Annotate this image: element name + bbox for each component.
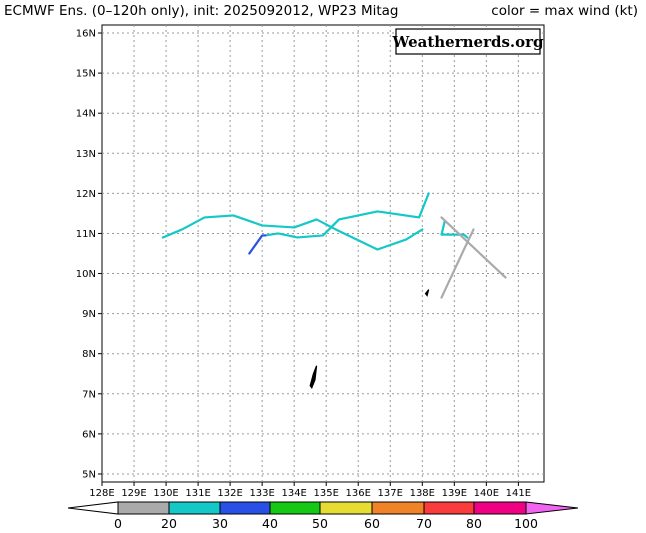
lon-tick-label: 140E bbox=[474, 488, 499, 499]
lon-axis: 128E 129E 130E 131E 132E 133E 134E 135E 136E 137E… bbox=[89, 482, 531, 499]
map-frame bbox=[101, 24, 545, 483]
track-line bbox=[264, 192, 430, 239]
colorbar-segment bbox=[117, 501, 170, 515]
lon-tick-label: 134E bbox=[281, 488, 306, 499]
lon-tick-label: 141E bbox=[506, 488, 531, 499]
lon-tick-label: 137E bbox=[378, 488, 403, 499]
track-line bbox=[440, 228, 475, 299]
watermark-box: Weathernerds.org bbox=[391, 28, 544, 55]
lat-tick-label: 12N bbox=[76, 189, 96, 200]
lat-tick-label: 13N bbox=[76, 149, 96, 160]
colorbar-segment bbox=[371, 501, 425, 515]
track-line bbox=[248, 234, 267, 255]
colorbar-segment bbox=[269, 501, 321, 515]
colorbar-label: 70 bbox=[416, 516, 432, 531]
colorbar-segment bbox=[319, 501, 373, 515]
lon-tick-label: 132E bbox=[217, 488, 242, 499]
colorbar-segment bbox=[67, 501, 119, 515]
lon-tick-label: 133E bbox=[249, 488, 274, 499]
lon-tick-label: 130E bbox=[153, 488, 178, 499]
lon-tick-label: 138E bbox=[410, 488, 435, 499]
ensemble-tracks bbox=[161, 192, 507, 299]
lon-tick-label: 129E bbox=[121, 488, 146, 499]
track-line bbox=[440, 220, 469, 239]
track-line bbox=[161, 214, 424, 251]
lon-tick-label: 135E bbox=[313, 488, 338, 499]
lat-tick-label: 14N bbox=[76, 109, 96, 120]
lat-tick-label: 6N bbox=[82, 429, 96, 440]
island bbox=[424, 289, 430, 297]
colorbar-label: 20 bbox=[161, 516, 177, 531]
colorbar-label: 0 bbox=[114, 516, 122, 531]
colorbar-segment bbox=[219, 501, 271, 515]
colorbar-label: 40 bbox=[262, 516, 278, 531]
lon-tick-label: 139E bbox=[442, 488, 467, 499]
colorbar-segment bbox=[168, 501, 221, 515]
colorbar: 0 20 30 40 50 60 70 80 100 bbox=[67, 501, 579, 531]
lat-tick-label: 16N bbox=[76, 29, 96, 40]
lon-tick-label: 131E bbox=[185, 488, 210, 499]
lat-tick-label: 5N bbox=[82, 469, 96, 480]
colorbar-label: 60 bbox=[364, 516, 380, 531]
lat-tick-label: 7N bbox=[82, 389, 96, 400]
islands bbox=[309, 289, 430, 389]
chart-title: ECMWF Ens. (0–120h only), init: 20250920… bbox=[4, 3, 399, 19]
colorbar-label: 30 bbox=[212, 516, 228, 531]
colorbar-segment bbox=[423, 501, 475, 515]
lat-tick-label: 15N bbox=[76, 69, 96, 80]
colorbar-label: 50 bbox=[312, 516, 328, 531]
lat-tick-label: 8N bbox=[82, 349, 96, 360]
watermark-text: Weathernerds.org bbox=[391, 33, 544, 51]
lat-tick-label: 11N bbox=[76, 229, 96, 240]
island bbox=[309, 365, 318, 389]
colorbar-label: 100 bbox=[514, 516, 538, 531]
lat-tick-label: 10N bbox=[76, 269, 96, 280]
colorbar-segment bbox=[525, 501, 579, 515]
lat-axis: 5N 6N 7N 8N 9N 10N 11N 12N 13N 14N 15N 16N bbox=[76, 29, 102, 480]
grid-lines bbox=[102, 25, 544, 482]
colorbar-segment bbox=[473, 501, 527, 515]
lon-tick-label: 136E bbox=[346, 488, 371, 499]
legend-title: color = max wind (kt) bbox=[491, 3, 638, 19]
colorbar-label: 80 bbox=[466, 516, 482, 531]
lon-tick-label: 128E bbox=[89, 488, 114, 499]
lat-tick-label: 9N bbox=[82, 309, 96, 320]
